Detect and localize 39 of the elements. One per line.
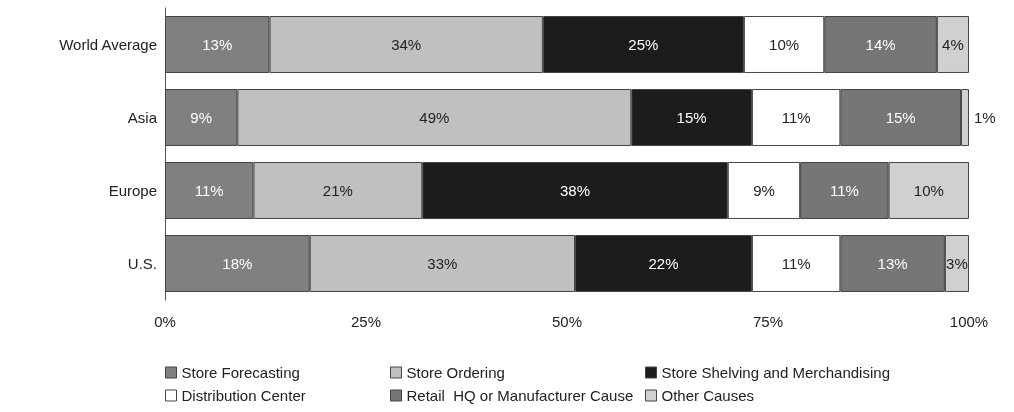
legend-label: Distribution Center <box>181 387 306 404</box>
data-label: 11% <box>781 109 811 126</box>
data-label: 18% <box>222 255 253 272</box>
data-label: 21% <box>322 182 353 199</box>
data-label: 10% <box>913 182 944 199</box>
legend-label: Store Ordering <box>406 364 505 381</box>
data-label: 1% <box>974 109 996 126</box>
data-label: 11% <box>781 255 811 272</box>
x-tick-label: 75% <box>752 313 784 330</box>
legend-label: Store Shelving and Merchandising <box>661 364 890 381</box>
data-label: 22% <box>648 255 679 272</box>
data-label: 49% <box>419 109 450 126</box>
data-label: 38% <box>560 182 591 199</box>
x-tick-label: 100% <box>949 313 989 330</box>
x-tick-label: 25% <box>350 313 382 330</box>
data-label: 9% <box>190 109 213 126</box>
y-tick-label: Europe <box>108 182 157 199</box>
data-label: 11% <box>829 182 859 199</box>
legend-label: Retail HQ or Manufacturer Cause <box>406 387 634 404</box>
data-label: 15% <box>676 109 707 126</box>
data-label: 9% <box>753 182 775 199</box>
legend-label: Other Causes <box>661 387 755 404</box>
data-label: 13% <box>202 36 233 53</box>
y-tick-label: U.S. <box>127 255 157 272</box>
data-label: 14% <box>865 36 896 53</box>
data-label: 10% <box>769 36 800 53</box>
data-label: 15% <box>885 109 916 126</box>
y-tick-label: Asia <box>127 109 158 126</box>
data-label: 25% <box>628 36 659 53</box>
data-label: 3% <box>946 255 968 272</box>
x-tick-label: 0% <box>154 313 176 330</box>
x-tick-label: 50% <box>551 313 583 330</box>
data-label: 11% <box>194 182 224 199</box>
data-label: 4% <box>942 36 964 53</box>
data-label: 34% <box>391 36 422 53</box>
data-label: 13% <box>877 255 908 272</box>
y-tick-label: World Average <box>59 36 157 53</box>
legend-label: Store Forecasting <box>181 364 300 381</box>
data-label: 33% <box>427 255 458 272</box>
